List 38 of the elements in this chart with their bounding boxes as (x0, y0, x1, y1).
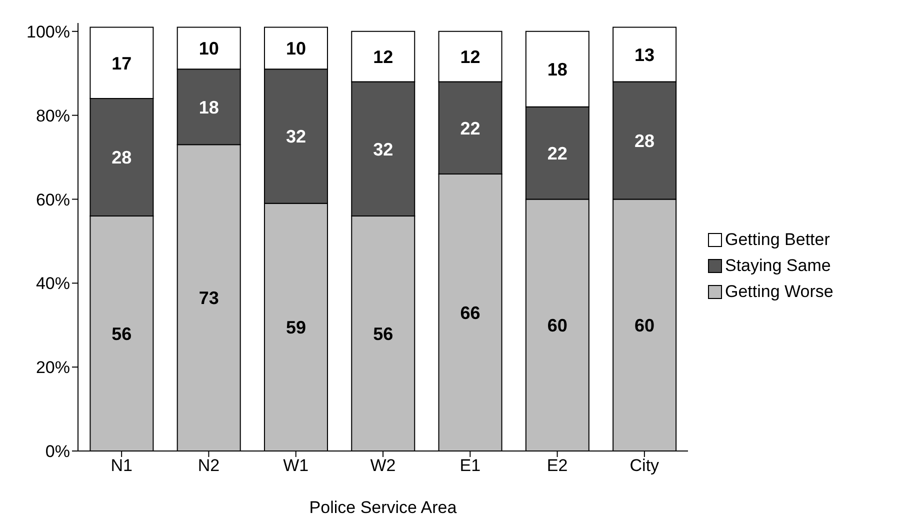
x-tick-label: City (630, 456, 660, 476)
data-label: 60 (547, 316, 568, 336)
data-label: 17 (112, 53, 132, 74)
x-axis-title: Police Service Area (309, 498, 458, 517)
data-label: 18 (198, 97, 219, 118)
y-tick-label: 100% (26, 22, 70, 42)
data-label: 28 (112, 148, 132, 168)
legend-label: Getting Worse (725, 282, 834, 302)
data-label: 18 (547, 60, 568, 80)
x-tick-label: N1 (110, 456, 132, 476)
x-tick-label: W2 (370, 456, 396, 476)
data-label: 10 (286, 38, 306, 59)
y-tick-label: 20% (36, 358, 70, 378)
data-label: 56 (373, 324, 394, 344)
y-tick-label: 40% (36, 274, 70, 294)
data-label: 66 (460, 302, 480, 323)
y-tick-label: 80% (36, 106, 70, 126)
data-label: 10 (198, 38, 219, 59)
data-label: 32 (286, 126, 306, 147)
data-label: 60 (634, 316, 655, 336)
data-label: 28 (634, 130, 655, 151)
data-label: 12 (460, 46, 480, 67)
y-tick-label: 0% (45, 442, 70, 462)
legend-label: Getting Better (725, 230, 830, 250)
data-label: 22 (547, 143, 568, 164)
data-label: 32 (373, 139, 394, 160)
data-label: 22 (460, 118, 480, 138)
data-label: 73 (198, 288, 219, 308)
data-label: 12 (373, 46, 394, 67)
legend-label: Staying Same (725, 256, 831, 276)
x-tick-label: E2 (546, 456, 568, 476)
y-tick-label: 60% (36, 190, 70, 210)
x-tick-label: E1 (460, 456, 481, 476)
data-label: 13 (634, 44, 655, 65)
x-tick-label: W1 (283, 456, 309, 476)
x-tick-label: N2 (198, 456, 220, 476)
data-label: 56 (112, 324, 132, 344)
data-label: 59 (286, 318, 306, 338)
